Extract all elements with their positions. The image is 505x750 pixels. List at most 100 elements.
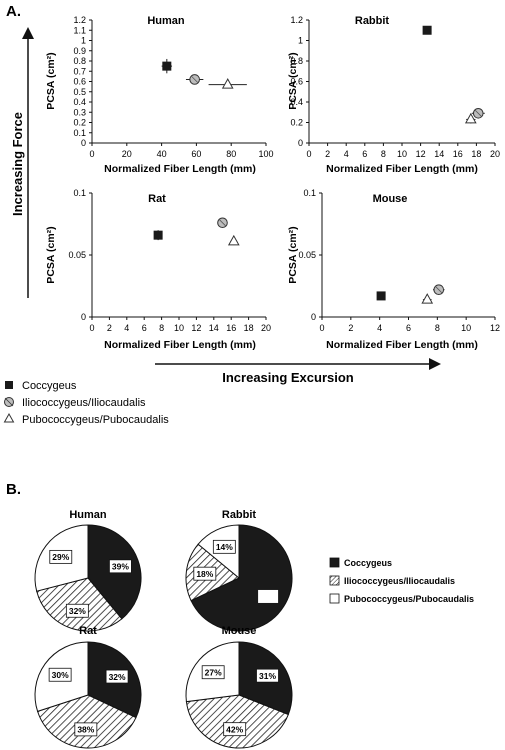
x-tick-label: 10 [461,323,471,333]
scatter-rabbit: 0 2 4 6 8 10 12 14 16 18 20 0 0.2 0.4 0.6 0.8 1 1.2 Rabbit… [287,15,500,175]
y-tick-label: 0.3 [73,107,86,117]
pie-label-box [109,559,132,574]
x-axis-label: Normalized Fiber Length (mm) [104,163,256,175]
x-tick-label: 20 [261,323,271,333]
pie-title: Human [69,509,107,521]
x-tick-label: 0 [89,323,94,333]
x-tick-label: 6 [142,323,147,333]
x-tick-label: 6 [406,323,411,333]
x-tick-label: 0 [89,149,94,159]
y-tick-label: 0.8 [290,56,303,66]
y-tick-label: 1 [298,36,303,46]
data-point-triangle [221,78,234,89]
y-tick-label: 0.4 [290,97,303,107]
x-tick-label: 2 [325,149,330,159]
scatter-rat: 0 2 4 6 8 10 12 14 16 18 20 0 0.05 0.1 Rat Normalized F… [45,188,271,351]
x-tick-label: 20 [122,149,132,159]
y-tick-label: 0 [81,138,86,148]
pie-legend-label-pubococcygeus: Pubococcygeus/Pubocaudalis [344,594,474,604]
y-tick-label: 0 [81,312,86,322]
x-tick-label: 40 [157,149,167,159]
x-axis-label: Normalized Fiber Length (mm) [326,339,478,351]
scatter-legend-label-coccygeus: Coccygeus [22,380,77,392]
chart-title: Rat [148,193,166,205]
pie-legend-swatch-white [329,593,340,604]
chart-title: Human [147,15,185,27]
pie-slice-label: 39% [112,562,129,572]
pie-label-box [49,549,73,564]
pie-slice-label: 42% [226,724,243,734]
data-point-square [162,61,172,71]
pie-mouse: Mouse 31% 42% 27% [185,625,293,749]
pie-human: Human 39% 32% 29% [34,509,142,632]
x-tick-label: 12 [490,323,500,333]
x-tick-label: 18 [244,323,254,333]
y-tick-label: 0.1 [303,188,316,198]
x-tick-label: 80 [226,149,236,159]
legend-circle-stroke [4,397,14,407]
y-axis-label: PCSA (cm²) [287,52,299,109]
x-tick-label: 16 [226,323,236,333]
x-tick-label: 10 [174,323,184,333]
y-tick-label: 0 [298,138,303,148]
pie-label-box [212,539,236,554]
x-tick-label: 8 [159,323,164,333]
y-tick-label: 1.1 [73,25,86,35]
y-tick-label: 0.2 [73,118,86,128]
data-point-circle-mark [435,286,443,294]
pie-slice-hatch [185,694,289,749]
data-point-triangle [421,293,434,304]
pie-label-box [105,669,129,684]
pie-label-box [201,665,225,680]
data-point-circle-mark [474,109,482,117]
pie-slice-label: 27% [205,668,222,678]
data-point-square [422,25,432,35]
data-point-square [153,230,163,240]
x-axis-label: Normalized Fiber Length (mm) [326,163,478,175]
scatter-human: 0 20 40 60 80 10000.10.20.30.40.50.60.70.80.9… [45,15,274,175]
pie-slice-label: 30% [52,670,69,680]
force-arrow: Increasing Force [10,27,34,298]
pie-legend: Coccygeus Iliococcygeus/Iliocaudalis Pub… [329,557,474,604]
pie-legend-label-iliococcygeus: Iliococcygeus/Iliocaudalis [344,576,455,586]
data-point-circle-mark [191,75,199,84]
pie-label-box [48,667,72,682]
y-tick-label: 0.8 [73,56,86,66]
x-axis-label: Normalized Fiber Length (mm) [104,339,256,351]
y-tick-label: 1.2 [290,15,303,25]
x-tick-label: 12 [191,323,201,333]
x-tick-label: 8 [435,323,440,333]
pie-rat: Rat 32% 38% 30% [34,625,142,749]
pie-legend-label-coccygeus: Coccygeus [344,558,392,568]
x-tick-label: 10 [397,149,407,159]
y-tick-label: 0.05 [68,250,86,260]
pie-title: Rat [79,625,97,637]
scatter-legend: Coccygeus Iliococcygeus/Iliocaudalis Pub… [3,380,169,426]
x-tick-label: 14 [209,323,219,333]
pie-slice-label: 14% [216,542,233,552]
pie-title: Mouse [222,625,257,637]
y-tick-label: 1 [81,36,86,46]
y-tick-label: 0.9 [73,46,86,56]
y-axis-label: PCSA (cm²) [45,226,57,283]
scatter-legend-label-pubococcygeus: Pubococcygeus/Pubocaudalis [22,414,169,426]
x-tick-label: 2 [348,323,353,333]
x-tick-label: 0 [319,323,324,333]
data-point-circle-mark [218,219,227,227]
legend-triangle-marker [3,412,15,423]
x-tick-label: 16 [453,149,463,159]
y-tick-label: 0.5 [73,87,86,97]
x-tick-label: 18 [471,149,481,159]
y-tick-label: 0.4 [73,97,86,107]
scatter-legend-label-iliococcygeus: Iliococcygeus/Iliocaudalis [22,397,146,409]
legend-square-marker [5,381,13,389]
x-tick-label: 0 [306,149,311,159]
pie-legend-swatch-black [329,557,340,568]
x-tick-label: 60 [191,149,201,159]
y-tick-label: 0.05 [298,250,316,260]
pie-slice-label: 18% [196,569,213,579]
x-tick-label: 4 [124,323,129,333]
chart-title: Mouse [373,193,408,205]
chart-title: Rabbit [355,15,390,27]
